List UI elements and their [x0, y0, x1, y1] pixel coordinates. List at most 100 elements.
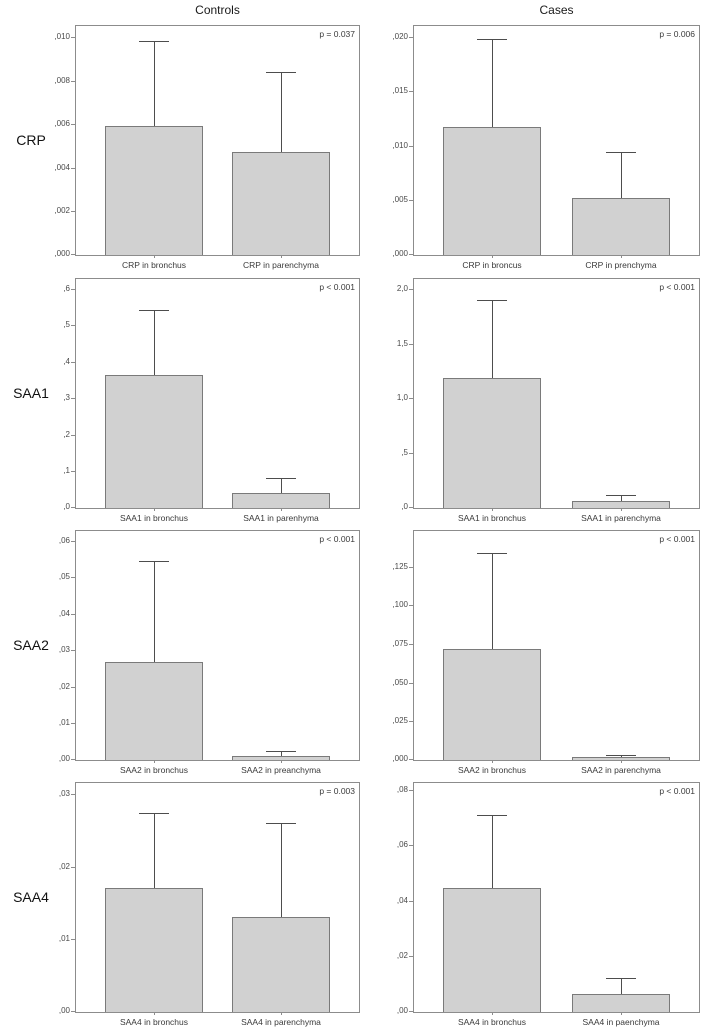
error-bar-cap	[477, 815, 507, 816]
bar	[443, 649, 541, 760]
bar	[105, 375, 203, 508]
x-tick-mark	[621, 508, 622, 511]
y-tick-label: ,4	[63, 357, 70, 366]
error-bar-line	[621, 978, 622, 994]
y-tick-mark	[409, 845, 413, 846]
y-tick-label: ,002	[54, 206, 70, 215]
y-tick-label: ,3	[63, 393, 70, 402]
y-tick-label: ,2	[63, 430, 70, 439]
y-tick-mark	[409, 254, 413, 255]
error-bar-cap	[477, 553, 507, 554]
y-tick-mark	[71, 939, 75, 940]
y-tick-label: ,08	[396, 785, 408, 794]
bar	[232, 917, 330, 1012]
y-tick-mark	[409, 790, 413, 791]
x-tick-mark	[492, 508, 493, 511]
p-value-label: p = 0.037	[319, 29, 355, 39]
p-value-label: p < 0.001	[659, 282, 695, 292]
y-tick-label: ,0	[401, 502, 408, 511]
chart-saa1-controls: ,0 ,1 ,2 ,3 ,4 ,5 ,6 SAA1 in bronchus SAA1 in pa…	[63, 278, 360, 523]
x-tick-mark	[154, 508, 155, 511]
y-tick-label: ,075	[392, 639, 408, 648]
y-tick-mark	[71, 289, 75, 290]
y-tick-mark	[71, 435, 75, 436]
bar	[443, 127, 541, 255]
bar	[572, 198, 670, 255]
error-bar-line	[154, 813, 155, 888]
error-bar-line	[154, 310, 155, 375]
y-tick-mark	[409, 146, 413, 147]
y-tick-label: ,04	[396, 896, 408, 905]
error-bar-line	[492, 815, 493, 888]
y-tick-mark	[71, 124, 75, 125]
y-tick-mark	[71, 614, 75, 615]
y-tick-label: ,00	[58, 1006, 70, 1015]
column-header-cases: Cases	[539, 3, 574, 17]
y-tick-label: ,00	[396, 1006, 408, 1015]
y-tick-label: ,010	[392, 141, 408, 150]
y-tick-label: ,000	[392, 249, 408, 258]
y-tick-mark	[409, 398, 413, 399]
y-tick-mark	[71, 362, 75, 363]
y-tick-mark	[409, 453, 413, 454]
bar	[232, 152, 330, 255]
y-tick-label: ,02	[396, 951, 408, 960]
y-tick-mark	[71, 541, 75, 542]
p-value-label: p = 0.006	[659, 29, 695, 39]
y-tick-mark	[409, 759, 413, 760]
x-tick-mark	[154, 760, 155, 763]
row-label-saa4: SAA4	[13, 889, 49, 905]
x-category-label: SAA4 in parenchyma	[241, 1017, 321, 1027]
error-bar-cap	[139, 310, 169, 311]
y-tick-label: ,015	[392, 86, 408, 95]
y-tick-mark	[71, 650, 75, 651]
x-category-label: SAA4 in bronchus	[457, 1017, 527, 1027]
x-tick-mark	[281, 255, 282, 258]
y-tick-mark	[409, 344, 413, 345]
column-header-controls: Controls	[195, 3, 240, 17]
y-tick-mark	[409, 507, 413, 508]
y-tick-label: ,000	[54, 249, 70, 258]
error-bar-line	[154, 561, 155, 662]
y-tick-label: 1,5	[396, 339, 408, 348]
y-tick-label: ,0	[63, 502, 70, 511]
y-tick-label: ,03	[58, 645, 70, 654]
y-tick-mark	[71, 794, 75, 795]
error-bar-cap	[606, 152, 636, 153]
x-tick-mark	[281, 760, 282, 763]
y-tick-mark	[71, 37, 75, 38]
y-tick-label: ,5	[63, 320, 70, 329]
y-tick-label: ,06	[58, 536, 70, 545]
chart-crp-cases: ,000 ,005 ,010 ,015 ,020 CRP in broncus CRP in…	[392, 25, 700, 270]
y-tick-label: ,020	[392, 32, 408, 41]
x-category-label: SAA1 in parenchyma	[581, 513, 661, 523]
x-category-label: SAA1 in bronchus	[457, 513, 527, 523]
y-tick-label: ,050	[392, 678, 408, 687]
y-tick-label: ,5	[401, 448, 408, 457]
p-value-label: p < 0.001	[319, 534, 355, 544]
error-bar-cap	[266, 751, 296, 752]
x-category-label: SAA1 in parenhyma	[243, 513, 319, 523]
y-tick-mark	[409, 721, 413, 722]
error-bar-cap	[266, 823, 296, 824]
y-tick-label: ,03	[58, 789, 70, 798]
x-tick-mark	[281, 508, 282, 511]
x-category-label: SAA4 in paenchyma	[582, 1017, 660, 1027]
row-label-crp: CRP	[16, 132, 46, 148]
x-category-label: SAA2 in parenchyma	[581, 765, 661, 775]
y-tick-label: ,1	[63, 466, 70, 475]
y-tick-mark	[71, 211, 75, 212]
y-tick-label: ,04	[58, 609, 70, 618]
y-tick-label: ,06	[396, 840, 408, 849]
y-tick-label: ,004	[54, 163, 70, 172]
chart-saa1-cases: ,0 ,5 1,0 1,5 2,0 SAA1 in bronchus SAA1 in par…	[397, 278, 700, 523]
error-bar-cap	[139, 813, 169, 814]
x-tick-mark	[154, 255, 155, 258]
error-bar-cap	[266, 72, 296, 73]
x-tick-mark	[621, 255, 622, 258]
bar	[572, 994, 670, 1012]
x-tick-mark	[621, 760, 622, 763]
x-category-label: CRP in broncus	[462, 260, 522, 270]
y-tick-label: ,05	[58, 572, 70, 581]
y-tick-mark	[71, 687, 75, 688]
